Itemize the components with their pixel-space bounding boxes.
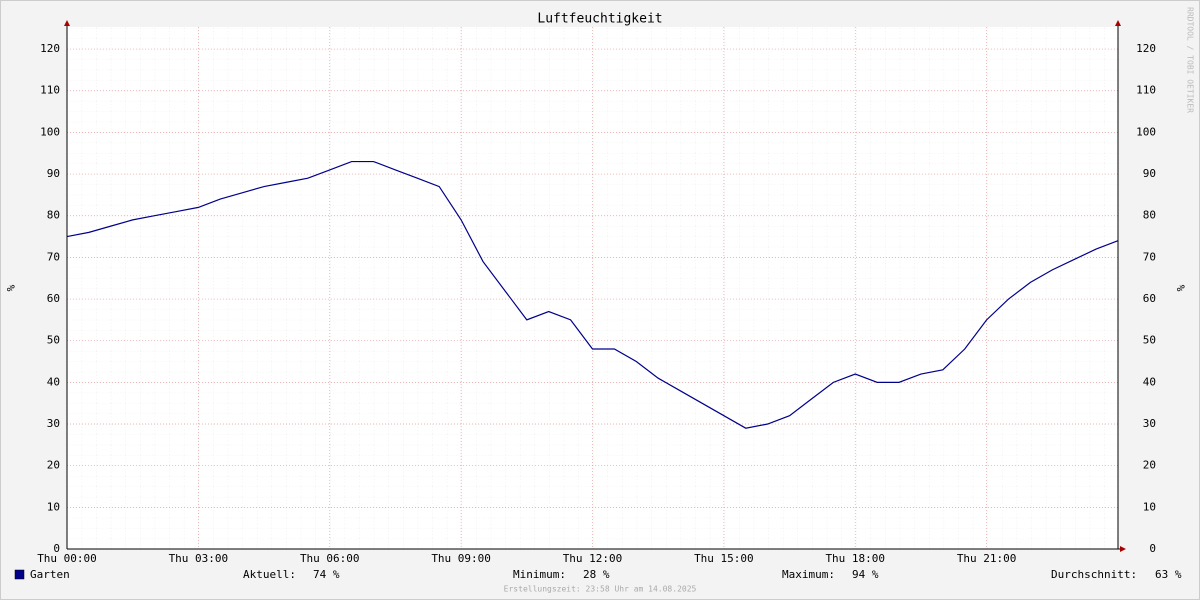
y-tick-label: 10 (47, 500, 60, 513)
y-tick-label: 60 (47, 292, 60, 305)
y-tick-label: 70 (47, 250, 60, 263)
legend-swatch (14, 569, 25, 580)
y-tick-label: 30 (47, 417, 60, 430)
y2-tick-label: 80 (1143, 209, 1156, 222)
y2-tick-label: 110 (1136, 84, 1156, 97)
y2-tick-label: 100 (1136, 125, 1156, 138)
y-tick-label: 0 (53, 542, 60, 555)
stat-value: 74 % (313, 568, 340, 581)
y2-tick-label: 50 (1143, 334, 1156, 347)
marks (66, 160, 1119, 429)
y2-tick-label: 120 (1136, 42, 1156, 55)
watermark: RRDTOOL / TOBI OETIKER (1186, 7, 1195, 113)
grid (66, 27, 1118, 550)
y2-tick-label: 90 (1143, 167, 1156, 180)
y2-tick-label: 40 (1143, 375, 1156, 388)
x-tick-label: Thu 09:00 (431, 552, 491, 565)
stat-value: 28 % (583, 568, 610, 581)
data-line (66, 160, 1119, 429)
x-tick-label: Thu 15:00 (694, 552, 754, 565)
stat-value: 63 % (1155, 568, 1182, 581)
y-tick-label: 100 (40, 125, 60, 138)
y-tick-label: 110 (40, 84, 60, 97)
y2-tick-label: 70 (1143, 250, 1156, 263)
y-tick-label: 40 (47, 375, 60, 388)
y2-tick-label: 10 (1143, 500, 1156, 513)
y2-tick-label: 30 (1143, 417, 1156, 430)
x-tick-label: Thu 06:00 (300, 552, 360, 565)
x-tick-label: Thu 12:00 (563, 552, 623, 565)
x-tick-label: Thu 21:00 (957, 552, 1017, 565)
footer: Erstellungszeit: 23:58 Uhr am 14.08.2025 (504, 585, 697, 594)
y2-tick-label: 0 (1149, 542, 1156, 555)
x-tick-label: Thu 03:00 (169, 552, 229, 565)
y-tick-label: 80 (47, 209, 60, 222)
stat-value: 94 % (852, 568, 879, 581)
y-tick-label: 50 (47, 334, 60, 347)
x-tick-label: Thu 18:00 (825, 552, 885, 565)
legend-label: Garten (30, 568, 70, 581)
stat-label: Durchschnitt: (1051, 568, 1137, 581)
chart-title: Luftfeuchtigkeit (537, 12, 662, 27)
y2-axis-label: % (1174, 285, 1187, 292)
y-tick-label: 120 (40, 42, 60, 55)
stat-label: Minimum: (513, 568, 566, 581)
stat-label: Maximum: (782, 568, 835, 581)
stat-label: Aktuell: (243, 568, 296, 581)
y2-tick-label: 20 (1143, 459, 1156, 472)
x-tick-label: Thu 00:00 (37, 552, 97, 565)
y-tick-label: 90 (47, 167, 60, 180)
y-tick-label: 20 (47, 459, 60, 472)
y2-tick-label: 60 (1143, 292, 1156, 305)
y-axis-label: % (4, 285, 17, 292)
